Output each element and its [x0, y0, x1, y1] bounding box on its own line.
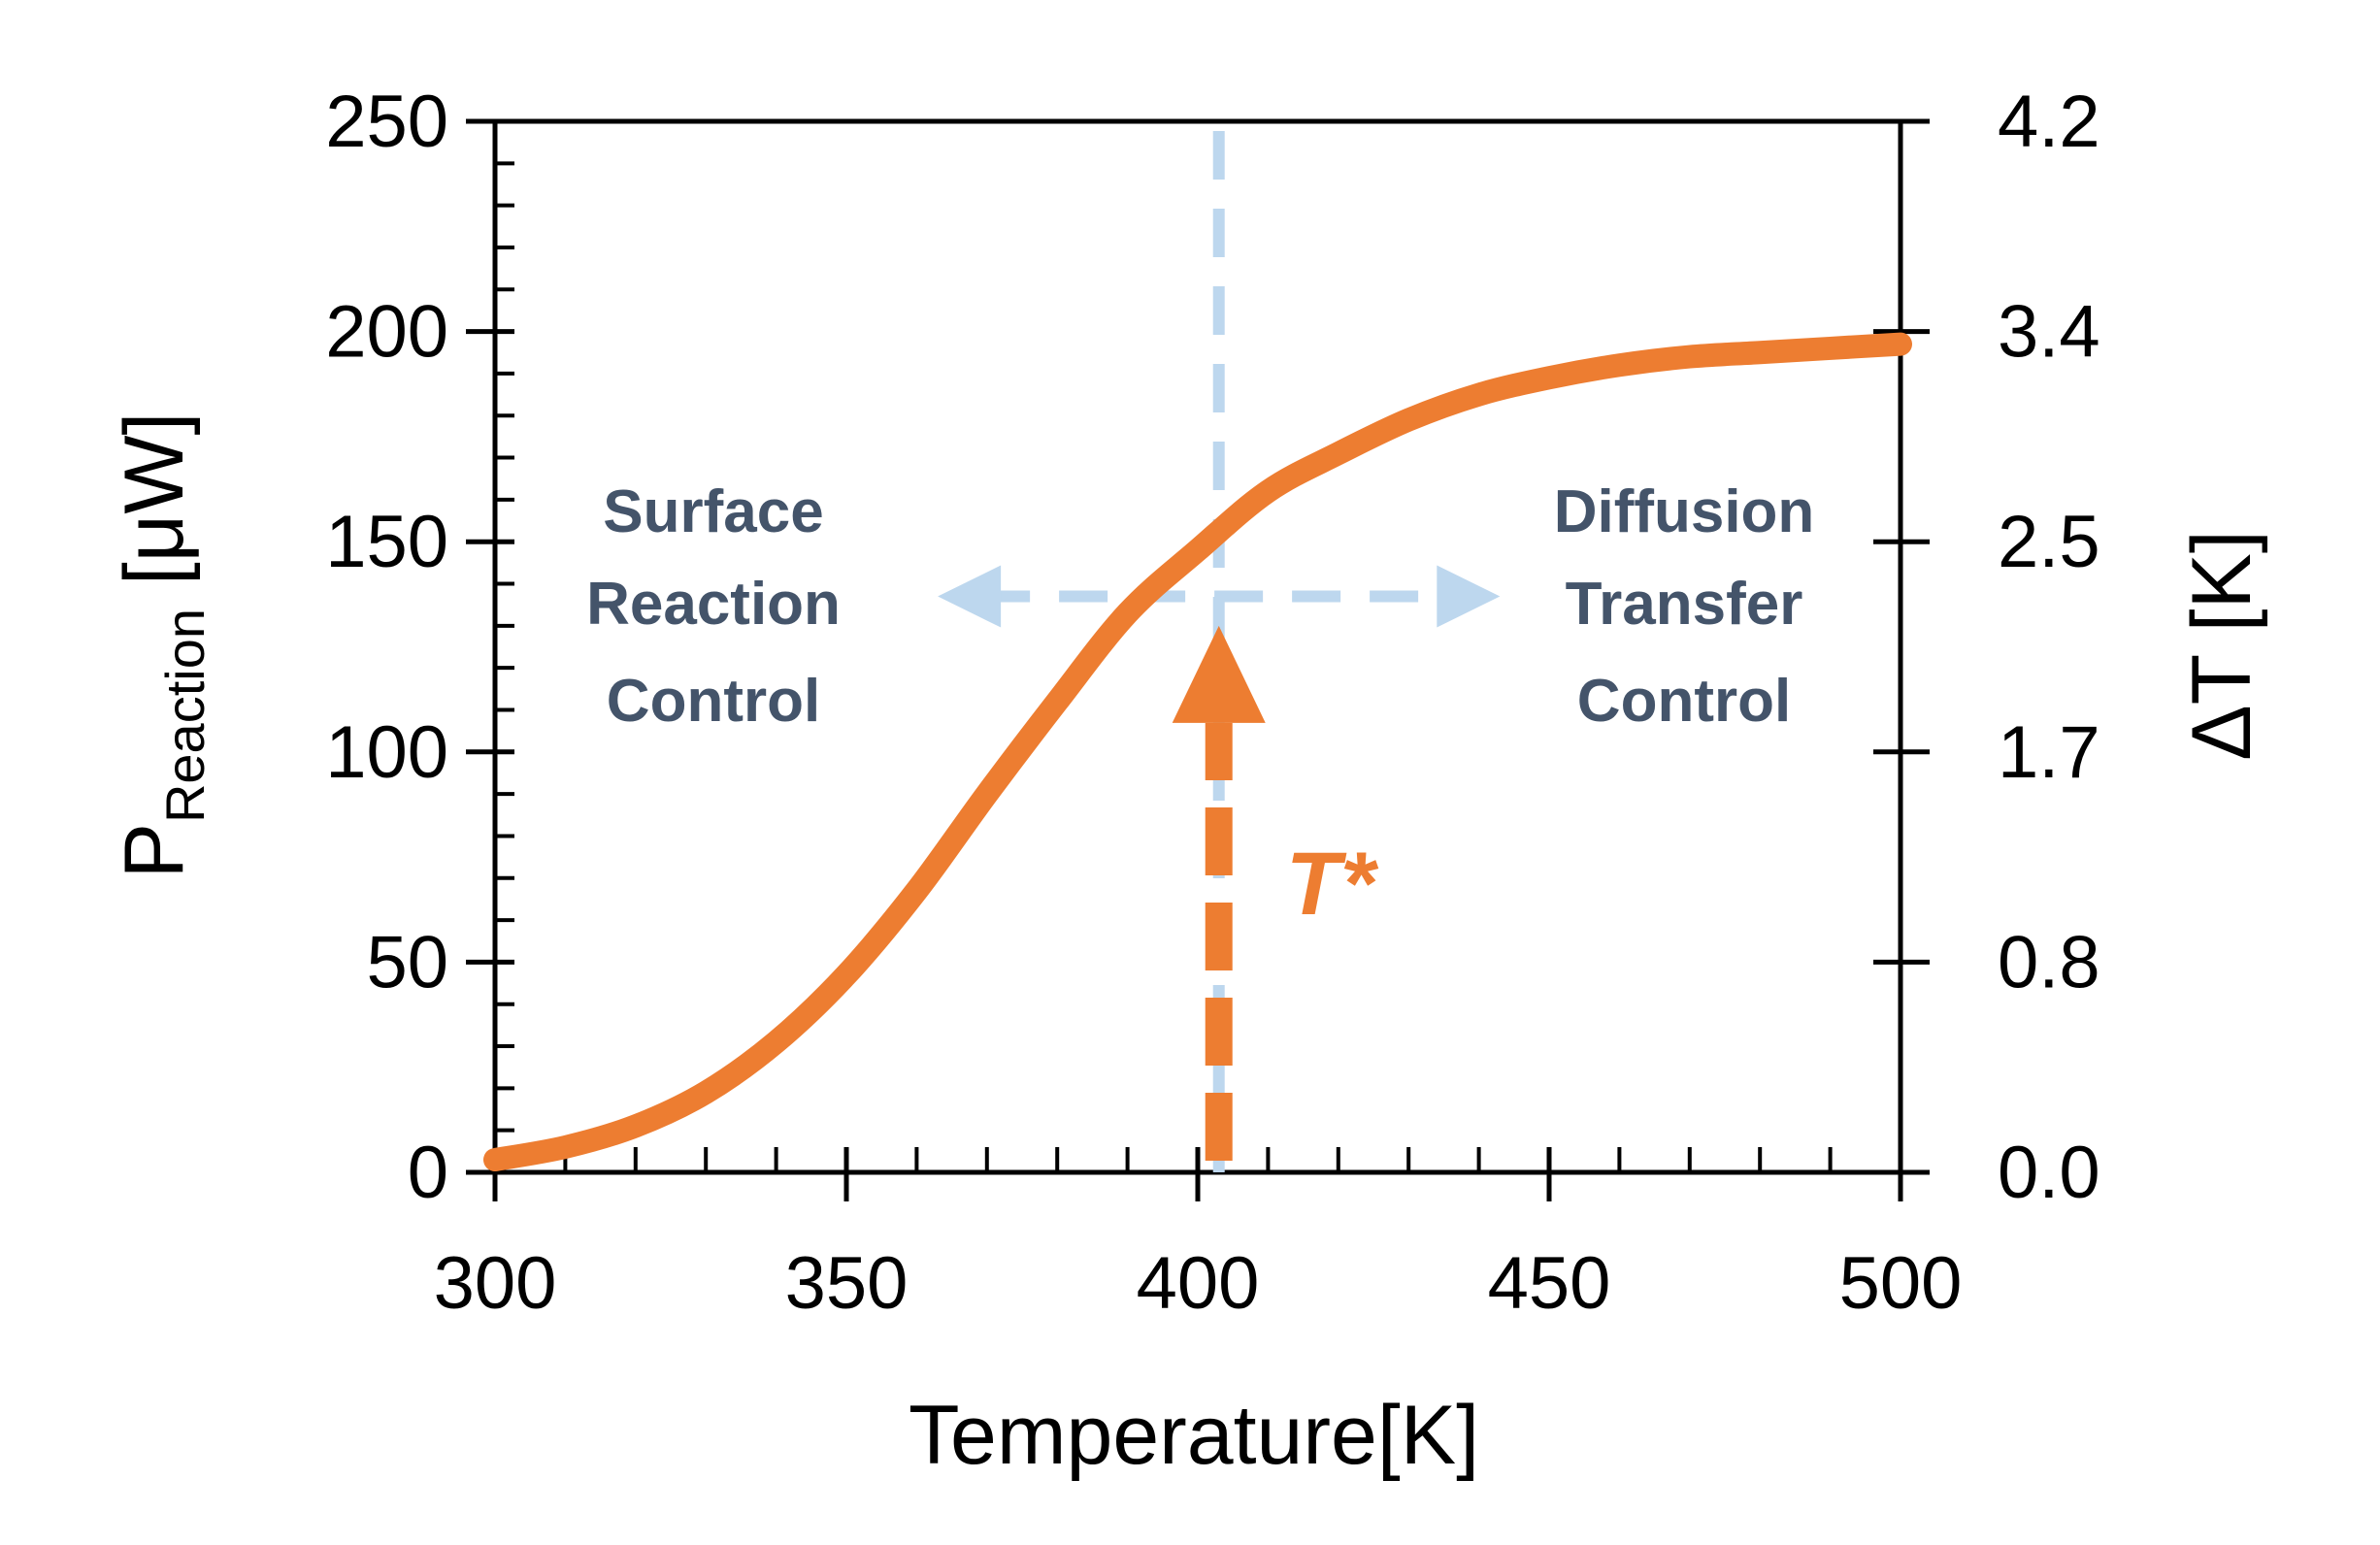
x-tick-label: 450 — [1488, 1242, 1611, 1325]
right-region-label-line: Diffusion — [1554, 478, 1815, 545]
t-star-label: T* — [1286, 835, 1379, 934]
y-tick-label: 150 — [325, 501, 448, 583]
right-region-label-line: Transfer — [1566, 571, 1803, 638]
y-tick-label: 250 — [325, 81, 448, 163]
right-arrowhead — [1437, 565, 1501, 628]
y-tick-label: 50 — [366, 921, 448, 1003]
series-line-p-reaction — [483, 332, 1912, 1171]
y-axis-title-sub: Reaction — [154, 608, 215, 823]
left-region-label-line: Surface — [603, 478, 823, 545]
y-tick-label: 200 — [325, 291, 448, 374]
x-tick-label: 500 — [1839, 1242, 1963, 1325]
t-star-arrowhead — [1172, 625, 1266, 723]
y-tick-label: 100 — [325, 711, 448, 794]
series-layer — [483, 332, 1912, 1171]
y2-tick-label: 2.5 — [1998, 501, 2100, 583]
left-arrowhead — [938, 565, 1002, 628]
y-axis-title: PReaction [μW] — [108, 412, 215, 879]
label-layer: Temperature[K] PReaction [μW] ΔT [K] — [108, 412, 2268, 1482]
left-region-label-line: Control — [607, 668, 820, 735]
y-axis-title-unit: [μW] — [108, 412, 201, 608]
axes: 0 50 100 150 200 250 0.0 0.8 1.7 2.5 3.4 4.2 300 350 4… — [325, 81, 2099, 1325]
y2-tick-label: 1.7 — [1998, 711, 2100, 794]
x-tick-label: 300 — [434, 1242, 557, 1325]
x-axis-title: Temperature[K] — [909, 1389, 1479, 1482]
y2-tick-label: 3.4 — [1998, 291, 2100, 374]
y2-tick-label: 0.0 — [1998, 1132, 2100, 1214]
left-region-label-line: Reaction — [586, 571, 841, 638]
y2-axis-title: ΔT [K] — [2175, 530, 2268, 760]
x-tick-label: 400 — [1137, 1242, 1260, 1325]
y2-tick-label: 4.2 — [1998, 81, 2100, 163]
y-tick-label: 0 — [408, 1132, 448, 1214]
right-region-label-line: Control — [1577, 668, 1791, 735]
y2-tick-label: 0.8 — [1998, 921, 2100, 1003]
x-tick-label: 350 — [785, 1242, 909, 1325]
annotation-layer: T* Surface Reaction Control Diffusion Transfe… — [586, 478, 1814, 1161]
y-axis-title-main: P — [108, 823, 201, 878]
